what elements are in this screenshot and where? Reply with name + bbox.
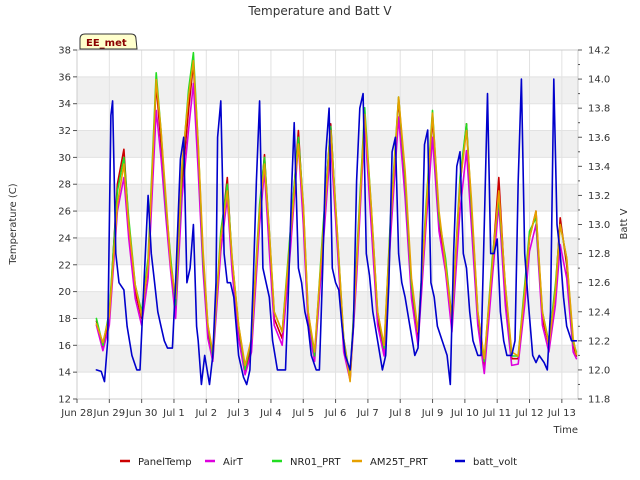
- series-lines: [95, 51, 578, 386]
- y2-tick-label: 13.6: [588, 133, 610, 144]
- y2-tick-label: 13.0: [588, 220, 610, 231]
- y2-axis-ticks: 11.8 12.0 12.2 12.4 12.6 12.8 13.0 13.2 13.4 13.6…: [578, 46, 610, 406]
- y-axis-label: Temperature (C): [8, 183, 19, 265]
- y-tick-label: 16: [58, 341, 71, 352]
- site-badge-box: [79, 33, 138, 50]
- x-axis-label: Time: [553, 425, 578, 436]
- x-tick-label: Jul 13: [547, 408, 576, 419]
- y2-tick-label: 12.6: [588, 278, 610, 289]
- x-tick-label: Jul 5: [291, 408, 314, 419]
- y-tick-label: 14: [58, 368, 71, 379]
- x-tick-label: Jul 6: [324, 408, 347, 419]
- site-badge-label: EE_met: [86, 38, 127, 49]
- legend: PanelTemp AirT NR01_PRT AM25T_PRT batt_volt: [120, 457, 517, 468]
- x-tick-label: Jul 4: [259, 408, 282, 419]
- y-axis-ticks: 12 14 16 18 20 22 24 26 28 30 32 34 36 38: [58, 46, 77, 406]
- y-tick-label: 22: [58, 260, 71, 271]
- legend-label-batt-volt: batt_volt: [473, 457, 517, 468]
- y2-tick-label: 13.2: [588, 191, 610, 202]
- y-tick-label: 34: [58, 99, 71, 110]
- series-line-am25t-prt: [95, 59, 578, 383]
- x-tick-label: Jun 30: [125, 408, 158, 419]
- plot-band: [77, 264, 578, 292]
- x-tick-label: Jul 11: [482, 408, 511, 419]
- x-axis-ticks: Jun 28 Jun 29 Jun 30 Jul 1 Jul 2 Jul 3 Jul 4 Ju…: [60, 399, 576, 419]
- y2-tick-label: 13.4: [588, 162, 610, 173]
- x-tick-label: Jul 7: [356, 408, 379, 419]
- y-tick-label: 26: [58, 207, 71, 218]
- y2-tick-label: 13.8: [588, 104, 610, 115]
- plot-band: [77, 50, 578, 77]
- y-tick-label: 18: [58, 314, 71, 325]
- x-tick-label: Jul 9: [421, 408, 444, 419]
- y-tick-label: 36: [58, 72, 71, 83]
- y-tick-label: 24: [58, 233, 71, 244]
- plot-band: [77, 345, 578, 373]
- series-line-batt-volt: [95, 78, 578, 386]
- x-tick-label: Jul 1: [162, 408, 185, 419]
- x-tick-label: Jun 28: [60, 408, 93, 419]
- plot-band: [77, 211, 578, 238]
- legend-label-am25t-prt: AM25T_PRT: [370, 457, 429, 468]
- y2-tick-label: 12.0: [588, 365, 610, 376]
- y-tick-label: 32: [58, 126, 71, 137]
- y2-axis-label: Batt V: [619, 208, 630, 239]
- x-tick-label: Jul 8: [388, 408, 411, 419]
- y-tick-label: 28: [58, 180, 71, 191]
- chart-title: Temperature and Batt V: [247, 4, 392, 18]
- legend-label-nr01-prt: NR01_PRT: [290, 457, 341, 468]
- y-tick-label: 12: [58, 395, 71, 406]
- plot-band: [77, 76, 578, 104]
- plot-bands: [77, 50, 578, 399]
- x-tick-label: Jul 12: [515, 408, 544, 419]
- legend-label-airt: AirT: [223, 457, 244, 468]
- x-tick-label: Jun 29: [93, 408, 126, 419]
- y-tick-label: 38: [58, 46, 71, 57]
- y2-tick-label: 11.8: [588, 395, 610, 406]
- y2-tick-label: 12.2: [588, 336, 610, 347]
- y2-tick-label: 14.2: [588, 46, 610, 57]
- y2-tick-label: 12.8: [588, 249, 610, 260]
- y-tick-label: 20: [58, 287, 71, 298]
- legend-label-paneltemp: PanelTemp: [138, 457, 192, 468]
- x-tick-label: Jul 3: [227, 408, 250, 419]
- x-tick-label: Jul 2: [194, 408, 217, 419]
- y2-tick-label: 14.0: [588, 75, 610, 86]
- y2-tick-label: 12.4: [588, 307, 610, 318]
- plot-band: [77, 372, 578, 399]
- x-tick-label: Jul 10: [450, 408, 479, 419]
- y-tick-label: 30: [58, 153, 71, 164]
- site-badge: EE_met: [79, 33, 138, 50]
- plot-band: [77, 291, 578, 319]
